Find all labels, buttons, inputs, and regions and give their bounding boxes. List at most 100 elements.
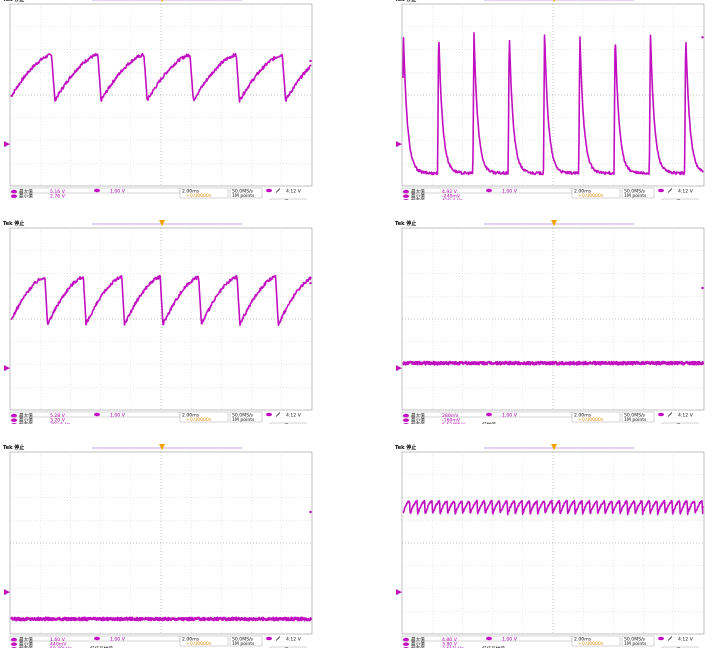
record-length: 1M points [624,641,647,647]
measure-ch-icon [403,423,409,424]
trigger-source-icon [658,636,664,641]
ch1-waveform [402,499,704,516]
scope-svg: Tek 停止 1.00 V 2.00ms+0.00000s 50.0MS/s1M po… [395,444,705,648]
measure-note: 低信号幅值 [90,645,113,648]
measure-label: 频率值 [19,421,33,424]
measure-value: 428.4 Hz [442,198,463,200]
trigger-source-icon [658,412,664,417]
ch1-waveform [10,616,313,622]
datetime-box [661,422,699,424]
graticule-grid [402,228,704,410]
trigger-pos: +0.00000s [578,193,604,199]
ch1-scale: 1.00 V [110,412,126,418]
trigger-source-icon [266,188,272,193]
timebase: 2.00ms [574,412,592,418]
measure-label: 最小值 [19,641,33,648]
scope-svg: Tek 停止 1.00 V 2.00ms+0.00000s 50.0MS/s1M po… [3,220,313,424]
measure-label: 频率值 [411,645,425,648]
ch1-scale: 1.00 V [502,412,518,418]
trigger-level: 4.12 V [286,188,302,194]
measure-ch-icon [11,642,17,646]
measure-label: 最大值 [19,188,33,195]
trigger-slope-icon [667,188,673,193]
ch1-scale: 1.00 V [110,636,126,642]
measure-ch-icon [403,189,409,194]
ch1-waveform [10,52,312,103]
trigger-position-marker [159,444,165,450]
datetime-box [269,198,307,200]
trigger-slope-icon [275,412,281,417]
scope-svg: Tek 停止 1.00 V 2.00ms+0.00000s 50.0MS/s1M po… [395,0,705,200]
trigger-pos: +0.00000s [578,641,604,647]
timebase: 2.00ms [182,188,200,194]
acq-box [621,635,655,647]
record-length: 1M points [232,641,255,647]
measure-value: 4.92 V [442,189,458,195]
timebase-box [179,635,229,647]
measure-label: 最大值 [411,412,425,419]
measure-label: 最小值 [411,193,425,200]
measure-ch-icon [403,647,409,648]
graticule-grid [402,4,704,186]
measure-label: 最大值 [411,188,425,195]
trigger-level: 4.12 V [678,188,694,194]
ch1-badge-icon [94,412,100,417]
acq-box [229,187,263,199]
graticule-grid [10,4,312,186]
measure-value: 3.611kHz [442,646,464,648]
measure-label: 最大值 [19,636,33,643]
timebase-box [571,635,621,647]
measure-ch-icon [403,194,409,198]
trigger-source-icon [266,636,272,641]
measure-label: 最小值 [19,193,33,200]
measure-label: 频率值 [411,421,425,424]
trigger-source-icon [266,412,272,417]
trigger-slope-icon [275,636,281,641]
scope-title: Tek 停止 [395,220,416,227]
graticule-grid [10,452,312,634]
measure-value: 5.16 V [50,189,66,195]
ch1-waveform [402,360,705,366]
ch1-ground-marker [4,365,10,372]
trigger-position-marker [551,444,557,450]
sample-rate: 50.0MS/s [624,412,646,418]
timebase-box [179,411,229,423]
trigger-pos: +0.00000s [186,193,212,199]
measure-label: 频率值 [19,645,33,648]
ch1-badge-icon [94,188,100,193]
scope-title: Tek 停止 [3,0,24,3]
scope-svg: Tek 停止 1.00 V 2.00ms+0.00000s 50.0MS/s1M po… [395,220,705,424]
acq-box [621,411,655,423]
trigger-position-marker [553,0,555,2]
timebase: 2.00ms [574,636,592,642]
timebase-box [571,187,621,199]
trigger-level-marker [701,286,704,290]
record-length: 1M points [232,417,255,423]
measure-value: 58.40kHz [50,646,72,648]
measure-value: 2.76 V [50,194,66,200]
scope-panel-2: Tek 停止 1.00 V 2.00ms +0.00000s 50.0MS/s 1M po… [394,0,706,200]
trigger-level-marker [309,281,312,285]
scope-panel-5: Tek 停止 1.00 V 2.00ms +0.00000s 50.0MS/s 1M po… [2,442,314,648]
measure-ch-icon [403,199,409,200]
measure-ch-icon [403,418,409,422]
measure-value: 6.524MHz [442,422,466,424]
trigger-slope-icon [275,188,281,193]
scope-title: Tek 停止 [395,0,416,3]
measure-value: 782.5 Hz [50,422,71,424]
sample-rate: 50.0MS/s [232,636,254,642]
scope-panel-6: Tek 停止 1.00 V 2.00ms +0.00000s 50.0MS/s 1M po… [394,442,706,648]
trigger-level: 4.12 V [286,412,302,418]
trigger-position-marker [551,220,557,226]
trigger-slope-icon [667,412,673,417]
record-length: 1M points [624,417,647,423]
scope-panel-3: Tek 停止 1.00 V 2.00ms +0.00000s 50.0MS/s 1M po… [2,218,314,424]
timebase: 2.00ms [182,636,200,642]
measure-label: 最小值 [19,417,33,424]
measure-value: 4.80 V [442,637,458,643]
measure-value: 440mV [50,642,67,648]
trigger-slope-icon [667,636,673,641]
measure-label: 最大值 [19,412,33,419]
trigger-position-marker [159,220,165,226]
ch1-waveform [10,274,312,327]
